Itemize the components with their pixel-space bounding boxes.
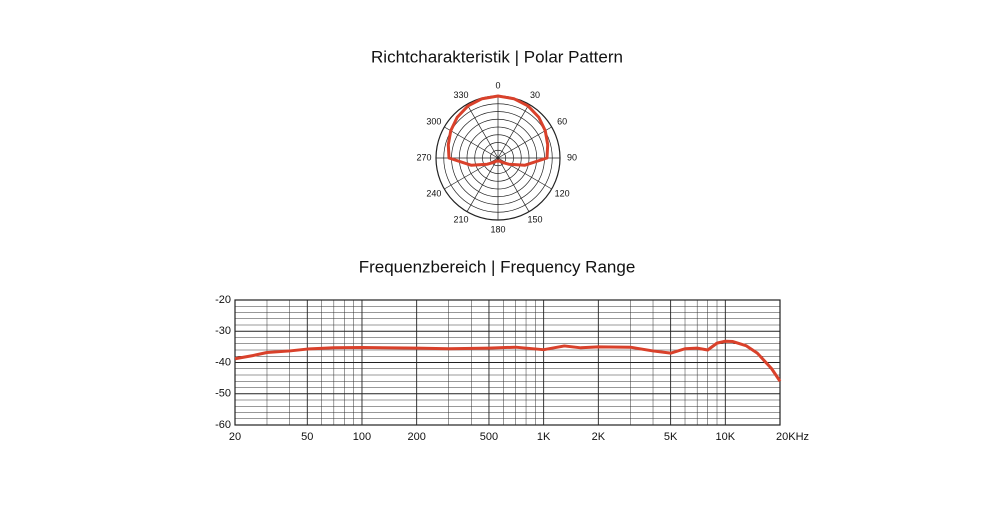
x-tick-label: 1K xyxy=(537,431,551,443)
spoke xyxy=(497,126,552,159)
x-tick-label: 20 xyxy=(229,431,241,443)
angle-label: 270 xyxy=(416,152,431,162)
x-tick-label: 200 xyxy=(407,431,425,443)
y-tick-label: -50 xyxy=(215,388,231,400)
spoke xyxy=(497,157,530,212)
angle-label: 330 xyxy=(453,90,468,100)
angle-label: 180 xyxy=(490,224,505,234)
x-tick-label: 10K xyxy=(716,431,736,443)
angle-label: 60 xyxy=(557,116,567,126)
y-tick-label: -20 xyxy=(215,294,231,306)
angle-label: 90 xyxy=(567,152,577,162)
x-tick-label: 500 xyxy=(480,431,498,443)
chart-title: Richtcharakteristik | Polar Pattern xyxy=(371,47,623,66)
x-tick-label: 50 xyxy=(301,431,313,443)
x-tick-label: 5K xyxy=(664,431,678,443)
angle-label: 150 xyxy=(527,215,542,225)
angle-label: 120 xyxy=(555,188,570,198)
spoke xyxy=(497,104,530,159)
angle-label: 0 xyxy=(495,80,500,90)
spoke xyxy=(444,126,499,159)
x-tick-label: 2K xyxy=(592,431,606,443)
angle-label: 210 xyxy=(453,215,468,225)
polar-curve xyxy=(446,94,550,167)
angle-label: 30 xyxy=(530,90,540,100)
spoke xyxy=(466,157,499,212)
angle-label: 300 xyxy=(426,116,441,126)
y-tick-label: -60 xyxy=(215,419,231,431)
plot-frame xyxy=(234,299,781,426)
spoke xyxy=(466,104,499,159)
y-tick-label: -30 xyxy=(215,325,231,337)
response-line xyxy=(234,339,782,383)
angle-label: 240 xyxy=(426,188,441,198)
x-tick-label: 20KHz xyxy=(776,431,809,443)
x-tick-label: 100 xyxy=(353,431,371,443)
y-tick-label: -40 xyxy=(215,356,231,368)
chart-title: Frequenzbereich | Frequency Range xyxy=(359,257,636,276)
